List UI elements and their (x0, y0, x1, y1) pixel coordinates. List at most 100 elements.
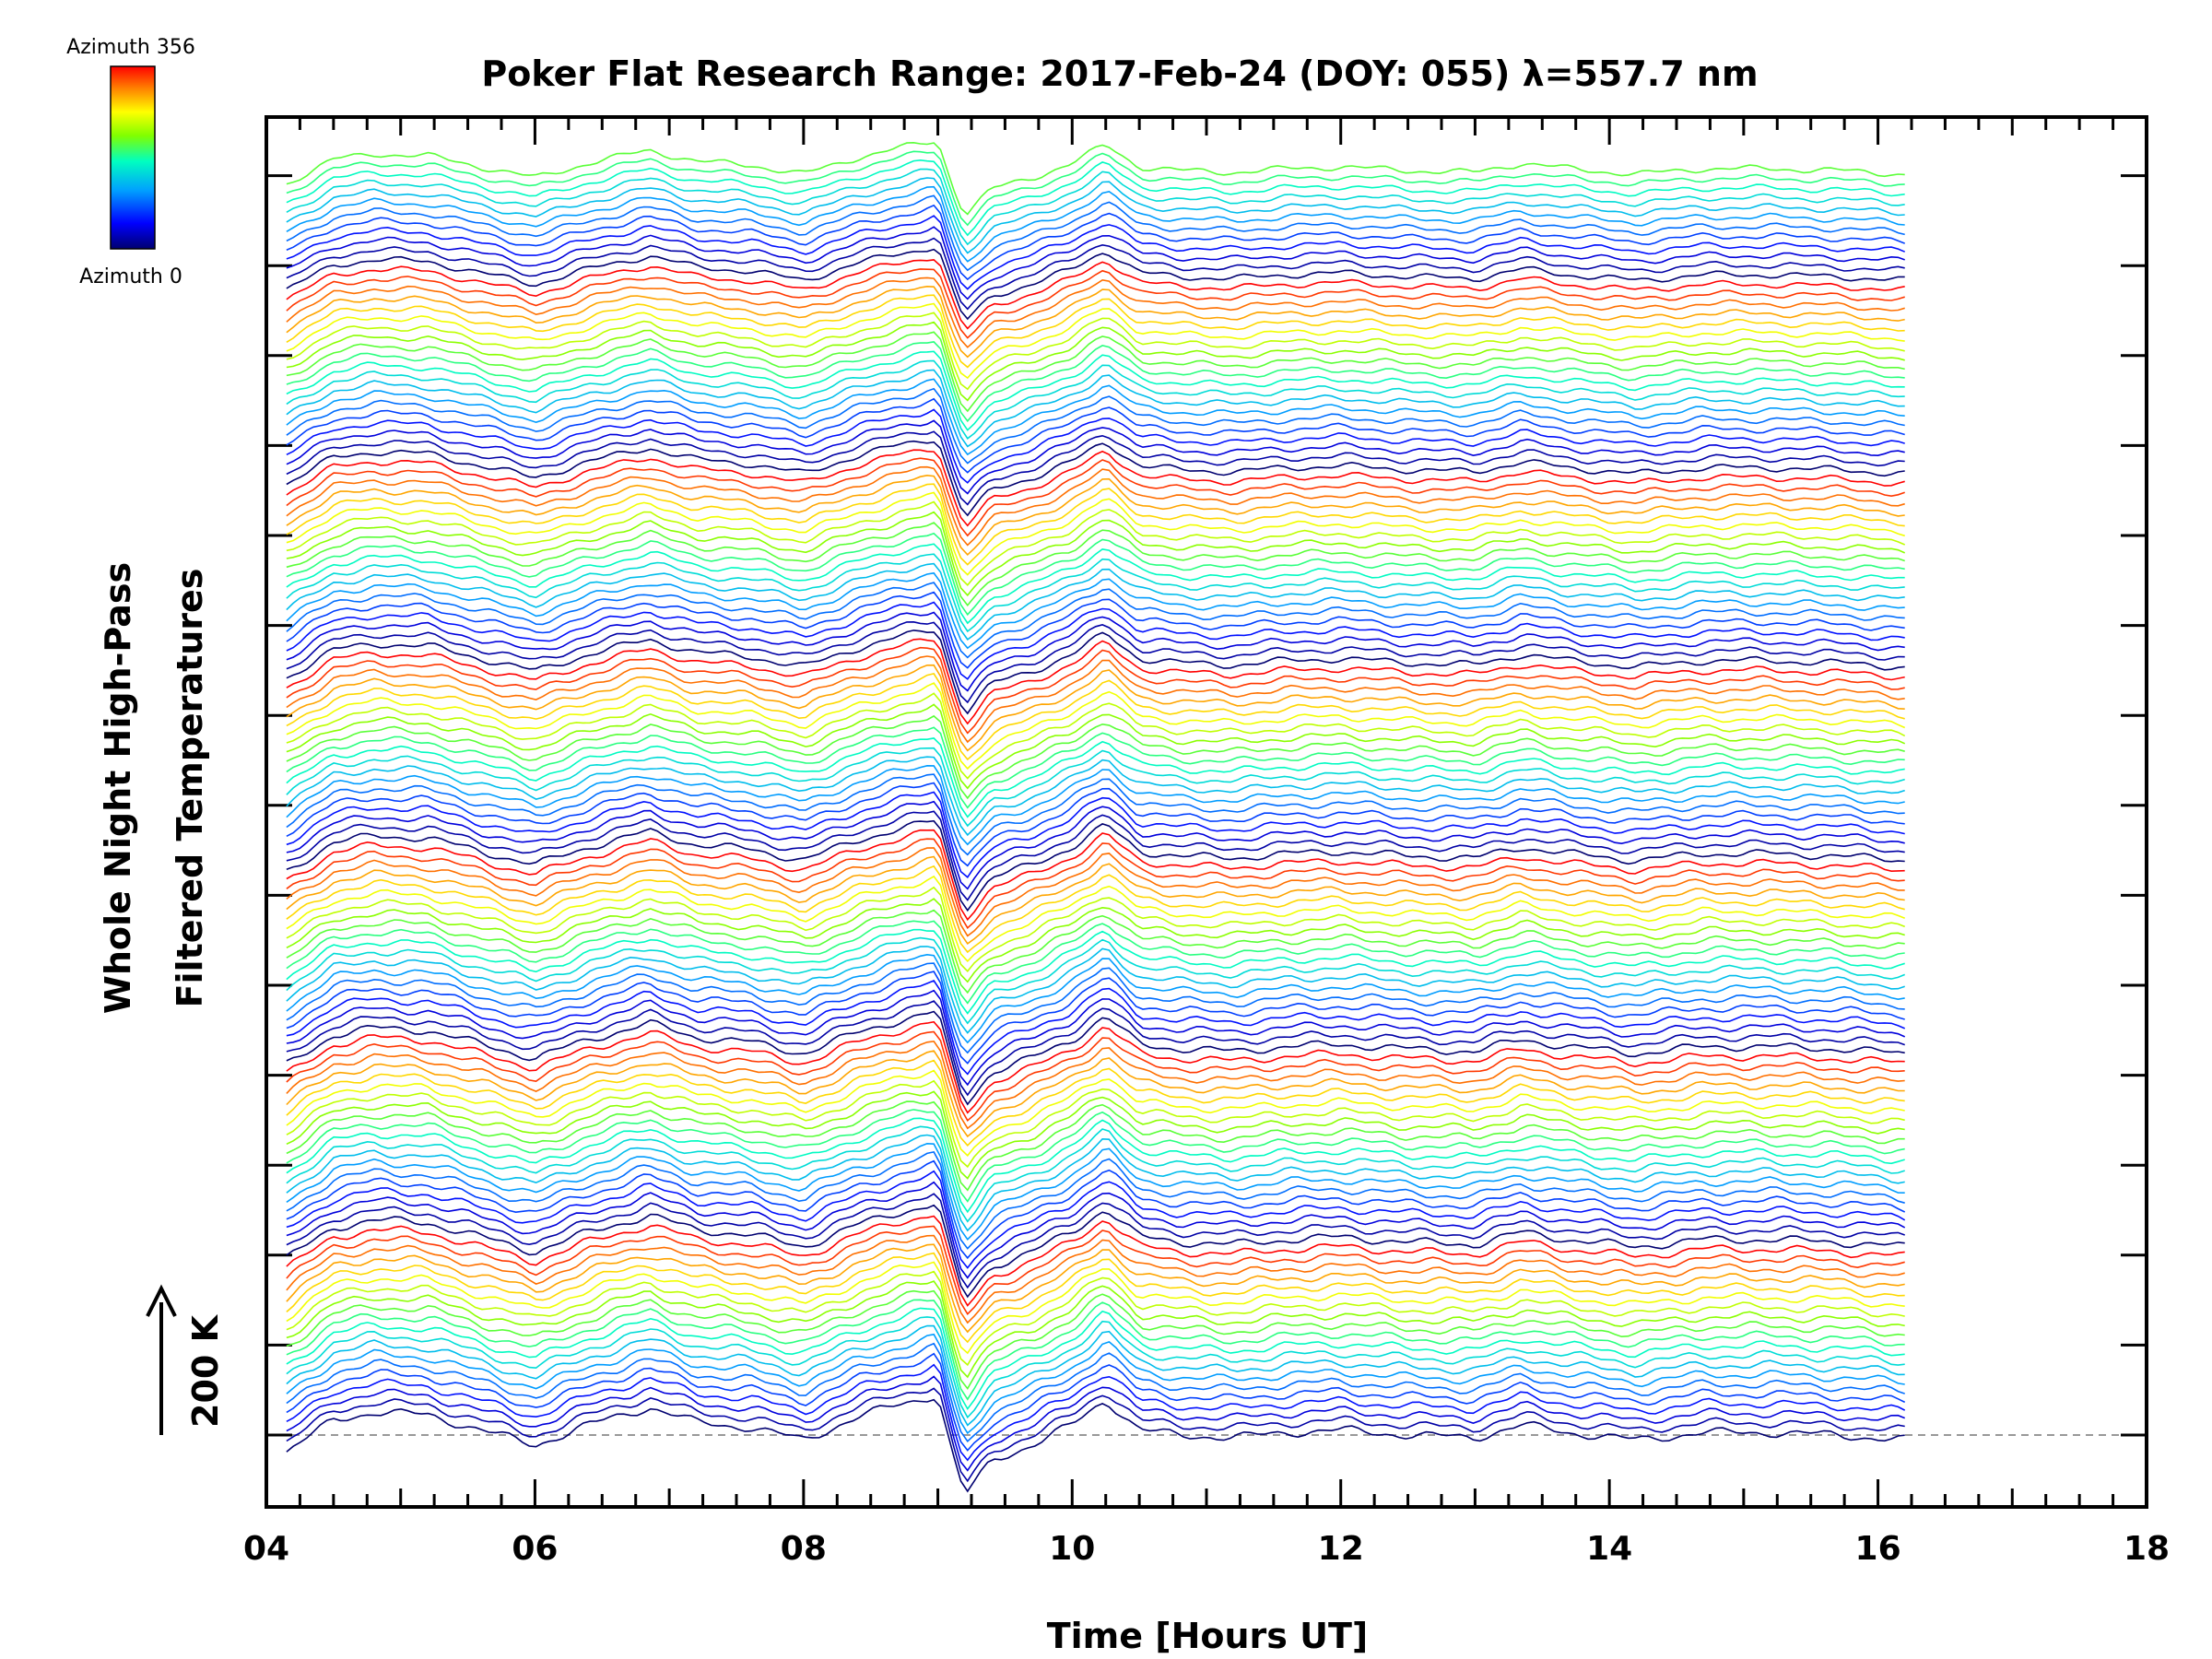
series-line (286, 1109, 1905, 1203)
series-line (286, 1289, 1905, 1391)
series-line (286, 226, 1905, 300)
series-line (286, 1252, 1905, 1344)
series-line (286, 430, 1905, 506)
series-line (286, 737, 1905, 818)
series-line (286, 936, 1906, 1025)
series-line (286, 1030, 1905, 1123)
series-line (286, 1375, 1905, 1472)
series-line (286, 1193, 1905, 1289)
series-line (286, 185, 1905, 263)
series-line (286, 159, 1905, 237)
series-line (286, 408, 1905, 484)
series-line (286, 1342, 1905, 1443)
x-tick-label: 08 (781, 1530, 827, 1568)
series-line (286, 703, 1906, 790)
series-line (286, 714, 1905, 800)
series-line (286, 726, 1905, 809)
series-line (286, 141, 1905, 216)
series-line (286, 646, 1905, 735)
series-line (286, 248, 1905, 321)
series-line (286, 800, 1905, 890)
series-line (286, 397, 1905, 474)
series-line (286, 1363, 1906, 1462)
series-line (286, 532, 1905, 617)
series-line (286, 847, 1905, 937)
series-line (286, 302, 1905, 380)
series-line (286, 582, 1905, 659)
colorbar-top-label: Azimuth 356 (66, 36, 195, 59)
series-line (286, 855, 1905, 946)
series-line (286, 791, 1905, 878)
series-line (286, 511, 1906, 597)
series-line (286, 168, 1905, 246)
series-line (286, 1324, 1905, 1427)
series-line (286, 773, 1905, 856)
series-line (286, 474, 1905, 557)
series-line (286, 1079, 1905, 1169)
series-line (286, 562, 1905, 641)
series-line (286, 1125, 1905, 1223)
series-line (286, 747, 1905, 828)
series-line (286, 1134, 1905, 1232)
series-line (286, 928, 1905, 1015)
series-line (286, 591, 1905, 669)
series-line (286, 1069, 1905, 1157)
series-line (286, 782, 1905, 867)
series-line (286, 664, 1905, 752)
series-line (286, 491, 1905, 576)
series-line (286, 465, 1905, 547)
series-line (286, 321, 1905, 402)
series-line (286, 980, 1906, 1076)
series-line (286, 387, 1905, 465)
series-line (286, 1059, 1905, 1147)
series-line (286, 629, 1905, 715)
series-line (286, 1090, 1905, 1180)
x-tick-label: 18 (2124, 1530, 2170, 1568)
series-line (286, 378, 1905, 456)
series-line (286, 543, 1905, 625)
series-line (286, 1352, 1906, 1452)
series-line (286, 204, 1905, 281)
series-line (286, 971, 1905, 1065)
series-line (286, 756, 1905, 837)
series-line (286, 989, 1906, 1087)
x-tick-label: 04 (243, 1530, 289, 1568)
series-line (286, 312, 1905, 391)
series-line (286, 620, 1905, 704)
series-line (286, 522, 1905, 606)
series-line (286, 1150, 1905, 1250)
series-line (286, 419, 1905, 495)
series-line (286, 1040, 1905, 1130)
series-line (286, 553, 1905, 633)
x-tick-label: 12 (1318, 1530, 1364, 1568)
scale-bar-label: 200 K (185, 1313, 226, 1428)
series-line (286, 1261, 1905, 1355)
series-line (286, 819, 1905, 912)
series-line (286, 1280, 1905, 1379)
series-line (286, 1225, 1905, 1315)
series-line (286, 1387, 1905, 1483)
series-line (286, 259, 1905, 330)
series-line (286, 237, 1905, 311)
axis-ticks (265, 117, 2148, 1507)
series-line (286, 1316, 1905, 1419)
x-tick-label: 06 (512, 1530, 558, 1568)
series-line (286, 1159, 1906, 1260)
series-line (286, 601, 1905, 680)
x-tick-label: 16 (1855, 1530, 1901, 1568)
series-line (286, 1398, 1905, 1493)
series-line (286, 682, 1906, 771)
series-line (286, 1243, 1905, 1334)
series-line (286, 1010, 1905, 1106)
series-line (286, 1050, 1905, 1138)
series-line (286, 1142, 1905, 1241)
series-line (286, 672, 1905, 761)
series-line (286, 500, 1906, 586)
series-line (286, 1204, 1905, 1299)
scale-bar-arrow-head (146, 1284, 177, 1317)
series-line (286, 953, 1905, 1044)
y-axis-label-line1: Whole Night High-Pass (98, 562, 138, 1014)
series-line (286, 829, 1905, 922)
series-line (286, 1170, 1906, 1269)
series-line (286, 1100, 1905, 1192)
